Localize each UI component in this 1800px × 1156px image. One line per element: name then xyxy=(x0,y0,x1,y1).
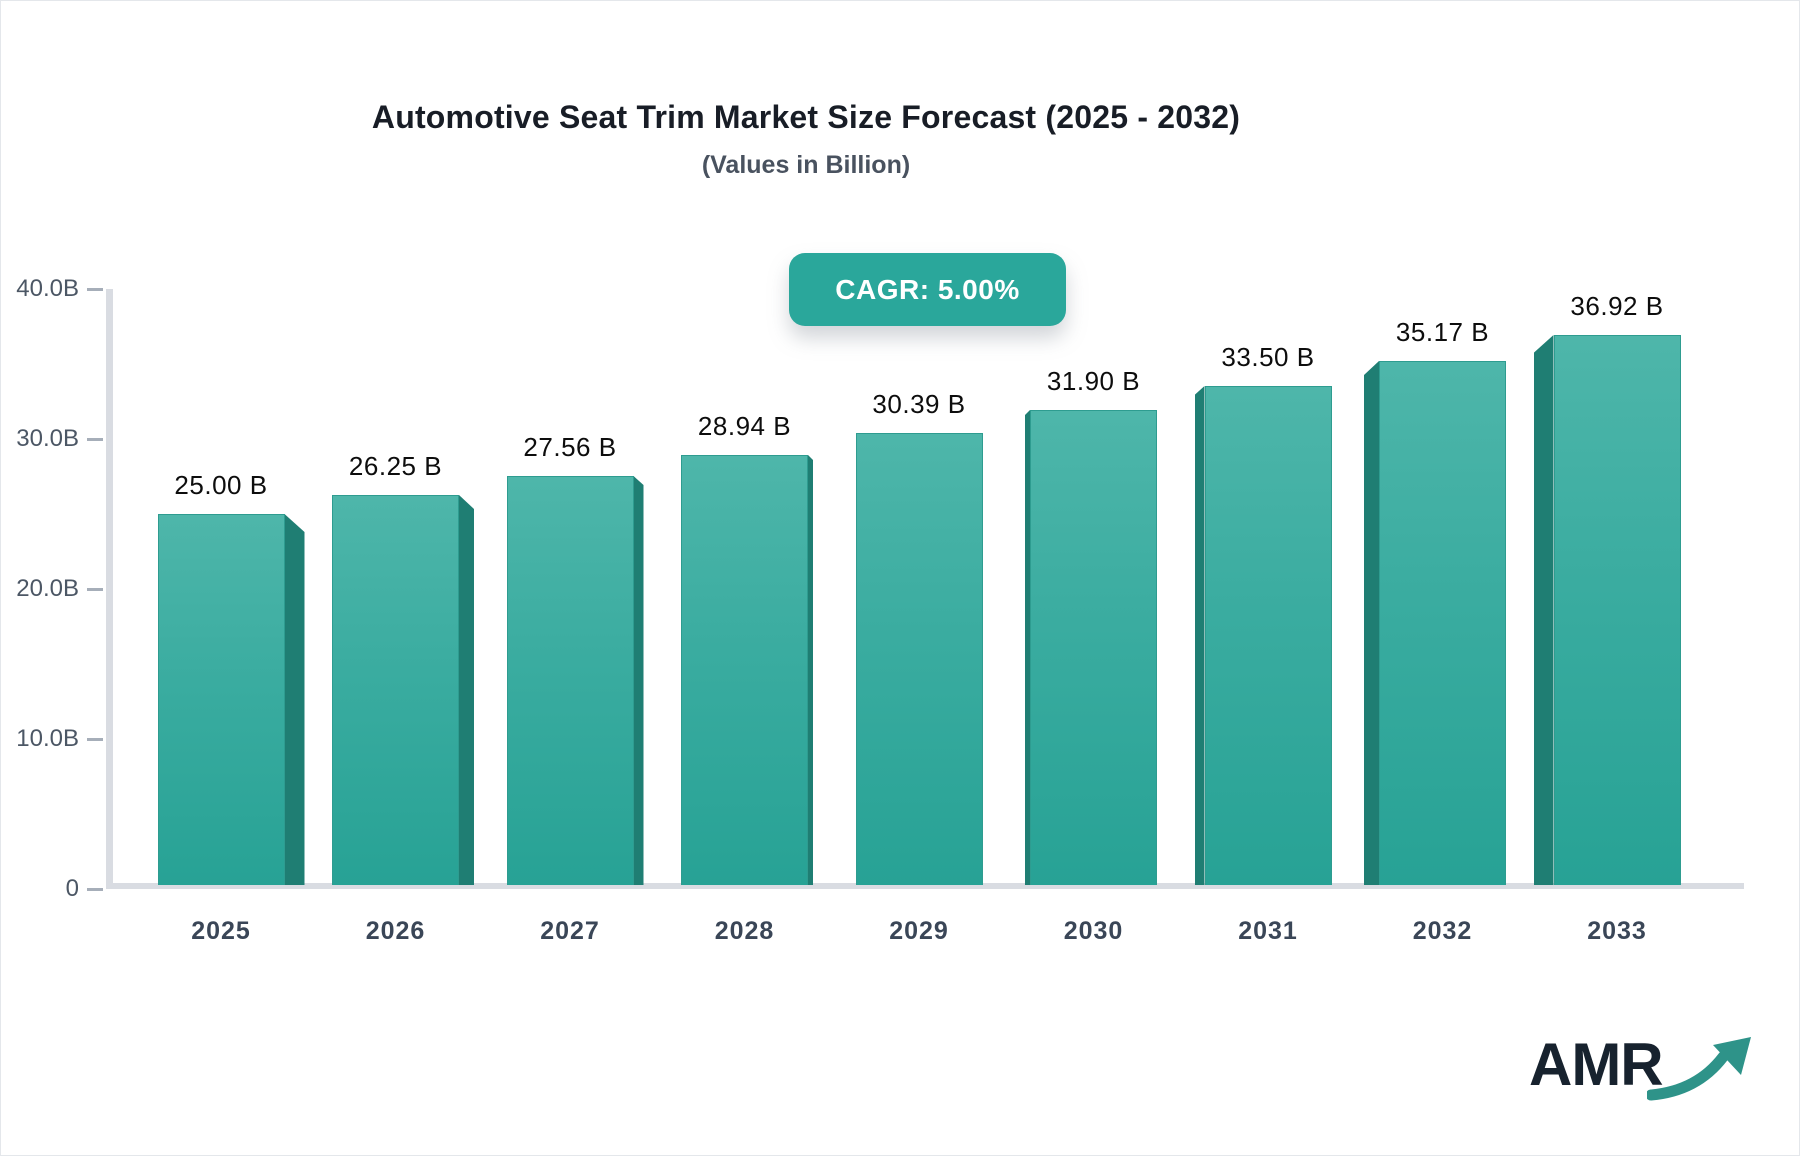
x-axis-label: 2030 xyxy=(1063,917,1124,945)
amr-logo-text: AMR xyxy=(1529,1031,1664,1098)
bar-value-label: 27.56 B xyxy=(523,432,617,462)
bar-value-label: 26.25 B xyxy=(348,451,443,481)
bar-side xyxy=(1364,361,1379,885)
bar-front xyxy=(332,495,459,885)
bar-side xyxy=(459,495,474,885)
bar-front xyxy=(1030,410,1157,885)
bar-side xyxy=(1533,335,1554,885)
bar-value-label: 25.00 B xyxy=(174,470,268,500)
bar-front xyxy=(855,433,983,885)
trending-up-arrow-icon xyxy=(1647,1037,1751,1101)
bar-value-label: 28.94 B xyxy=(697,411,792,441)
bar-front xyxy=(1553,335,1681,885)
bar-value-label: 30.39 B xyxy=(872,389,966,419)
bar-value-label: 33.50 B xyxy=(1221,342,1315,372)
y-axis-line xyxy=(106,289,113,889)
cagr-badge: CAGR: 5.00% xyxy=(789,253,1066,326)
y-tick-label: 40.0B xyxy=(16,275,79,302)
x-axis-label: 2031 xyxy=(1238,917,1298,945)
title-block: Automotive Seat Trim Market Size Forecas… xyxy=(1,97,1611,181)
y-tick-label: 10.0B xyxy=(16,725,79,752)
y-tick-mark xyxy=(87,588,103,591)
bar-side xyxy=(284,514,305,885)
x-axis-label: 2029 xyxy=(889,917,949,945)
y-tick-mark xyxy=(87,738,103,741)
bar-side xyxy=(808,455,813,885)
bar-front xyxy=(506,476,634,885)
bar-side xyxy=(633,476,644,885)
bar-front xyxy=(1204,386,1332,885)
x-axis-label: 2025 xyxy=(191,917,251,945)
bar-front xyxy=(1379,361,1506,885)
y-tick-mark xyxy=(87,888,103,891)
chart-title: Automotive Seat Trim Market Size Forecas… xyxy=(371,99,1241,135)
bar-front xyxy=(681,455,808,885)
bar-side xyxy=(1194,386,1205,885)
bar-value-label: 36.92 B xyxy=(1570,291,1664,321)
x-axis-label: 2033 xyxy=(1587,917,1647,945)
y-tick-mark xyxy=(87,438,103,441)
bar-value-label: 35.17 B xyxy=(1395,317,1490,347)
x-axis-line xyxy=(106,883,1744,889)
bar-side xyxy=(1025,410,1030,885)
y-tick-mark xyxy=(87,288,103,291)
x-axis-label: 2026 xyxy=(365,917,426,945)
bar-value-label: 31.90 B xyxy=(1046,366,1141,396)
amr-logo: AMR xyxy=(1529,1033,1769,1123)
x-axis-label: 2032 xyxy=(1412,917,1473,945)
y-tick-label: 0 xyxy=(65,875,79,902)
x-axis-label: 2028 xyxy=(714,917,775,945)
bar-front xyxy=(157,514,285,885)
y-tick-label: 30.0B xyxy=(16,425,79,452)
cagr-badge-label: CAGR: 5.00% xyxy=(835,273,1020,305)
y-tick-label: 20.0B xyxy=(16,575,79,602)
chart-subtitle: (Values in Billion) xyxy=(701,151,911,179)
x-axis-label: 2027 xyxy=(540,917,600,945)
